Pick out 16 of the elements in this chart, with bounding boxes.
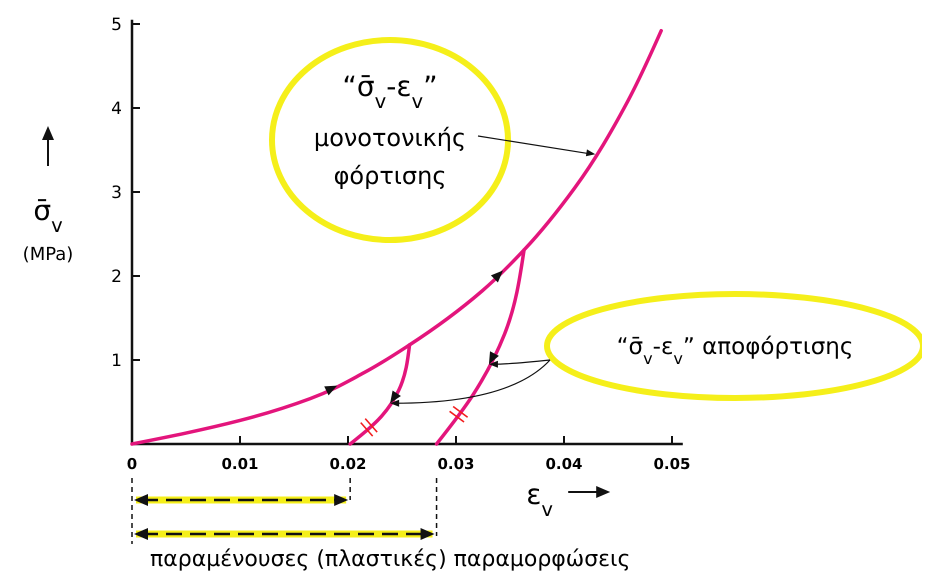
annotation: “σ̄$_{v}$-ε$_{v}$” μονοτονικής φόρτισης bbox=[314, 70, 466, 190]
x-axis-title: ε$_{v}$ bbox=[526, 478, 554, 520]
y-tick-label: 2 bbox=[111, 267, 122, 287]
text: παραμένουσες (πλαστικές) παραμορφώσεις bbox=[150, 547, 630, 572]
x-tick-label: 0.01 bbox=[221, 455, 259, 473]
y-axis-title: σ̄$_{v}$ (MPa) bbox=[22, 194, 74, 265]
y-tick-label: 1 bbox=[111, 351, 122, 371]
x-tick-label: 0.02 bbox=[329, 455, 367, 473]
annotation: “σ̄$_{v}$-ε$_{v}$” αποφόρτισης bbox=[616, 334, 854, 368]
x-tick-label: 0.03 bbox=[437, 455, 475, 473]
y-tick-label: 4 bbox=[111, 99, 122, 119]
y-tick-label: 3 bbox=[111, 183, 122, 203]
x-tick-label: 0 bbox=[126, 455, 138, 473]
y-tick-label: 5 bbox=[111, 15, 122, 35]
x-tick-label: 0.04 bbox=[545, 455, 583, 473]
x-tick-label: 0.05 bbox=[653, 455, 691, 473]
